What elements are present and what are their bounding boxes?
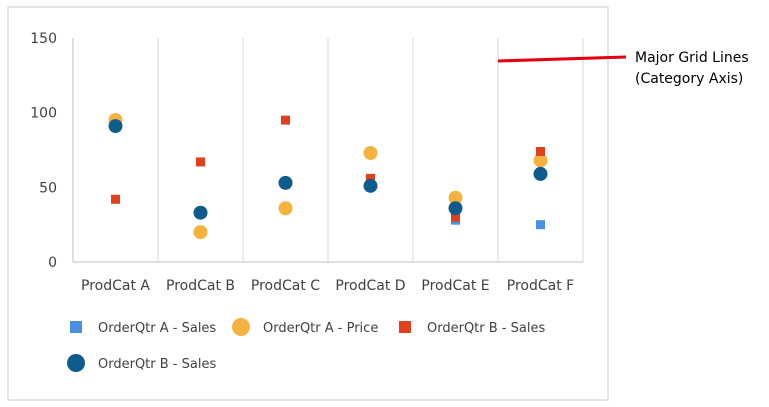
annotation-pointer-line: [497, 55, 627, 63]
legend-marker-series-2: [232, 318, 250, 336]
x-tick-label: ProdCat E: [421, 278, 489, 294]
annotation-line-1: Major Grid Lines: [635, 50, 749, 66]
data-point-series-3: [451, 212, 460, 222]
data-point-series-3: [281, 115, 290, 125]
x-tick-label: ProdCat C: [251, 278, 320, 294]
y-tick-label: 0: [48, 255, 57, 271]
legend-marker-series-4: [67, 354, 85, 372]
data-point-series-2: [448, 190, 463, 205]
y-tick-label: 150: [30, 31, 57, 47]
data-point-series-2: [363, 145, 378, 160]
y-tick-label: 50: [39, 180, 57, 196]
data-point-series-4: [533, 166, 548, 181]
annotation-line-2: (Category Axis): [635, 71, 743, 87]
x-tick-label: ProdCat A: [81, 278, 150, 294]
x-tick-label: ProdCat D: [335, 278, 405, 294]
plot-area: 0 50 100 150 ProdCat A ProdCat B ProdCat C Prod…: [30, 31, 584, 294]
y-tick-label: 100: [30, 106, 57, 122]
chart-area-border: [7, 6, 609, 401]
data-point-series-3: [536, 146, 545, 156]
x-tick-label: ProdCat B: [166, 278, 235, 294]
data-point-series-2: [533, 153, 548, 168]
legend-marker-series-3: [399, 321, 411, 333]
x-tick-label: ProdCat F: [507, 278, 574, 294]
data-point-series-3: [196, 157, 205, 167]
legend-label-series-1: OrderQtr A - Sales: [98, 321, 216, 336]
data-point-series-2: [278, 201, 293, 216]
data-point-series-4: [448, 201, 463, 216]
data-point-series-4: [363, 178, 378, 193]
data-point-series-4: [108, 119, 123, 134]
data-point-series-3: [366, 173, 375, 183]
legend: OrderQtr A - Sales OrderQtr A - Price Orde…: [67, 318, 545, 372]
data-point-series-4: [278, 175, 293, 190]
data-point-series-1: [536, 220, 545, 230]
data-point-series-2: [193, 225, 208, 240]
legend-label-series-4: OrderQtr B - Sales: [98, 357, 216, 372]
data-point-series-4: [193, 205, 208, 220]
annotation: Major Grid Lines (Category Axis): [497, 50, 749, 87]
data-point-series-3: [111, 194, 120, 204]
legend-marker-series-1: [70, 321, 82, 333]
legend-label-series-3: OrderQtr B - Sales: [427, 321, 545, 336]
legend-label-series-2: OrderQtr A - Price: [263, 321, 378, 336]
